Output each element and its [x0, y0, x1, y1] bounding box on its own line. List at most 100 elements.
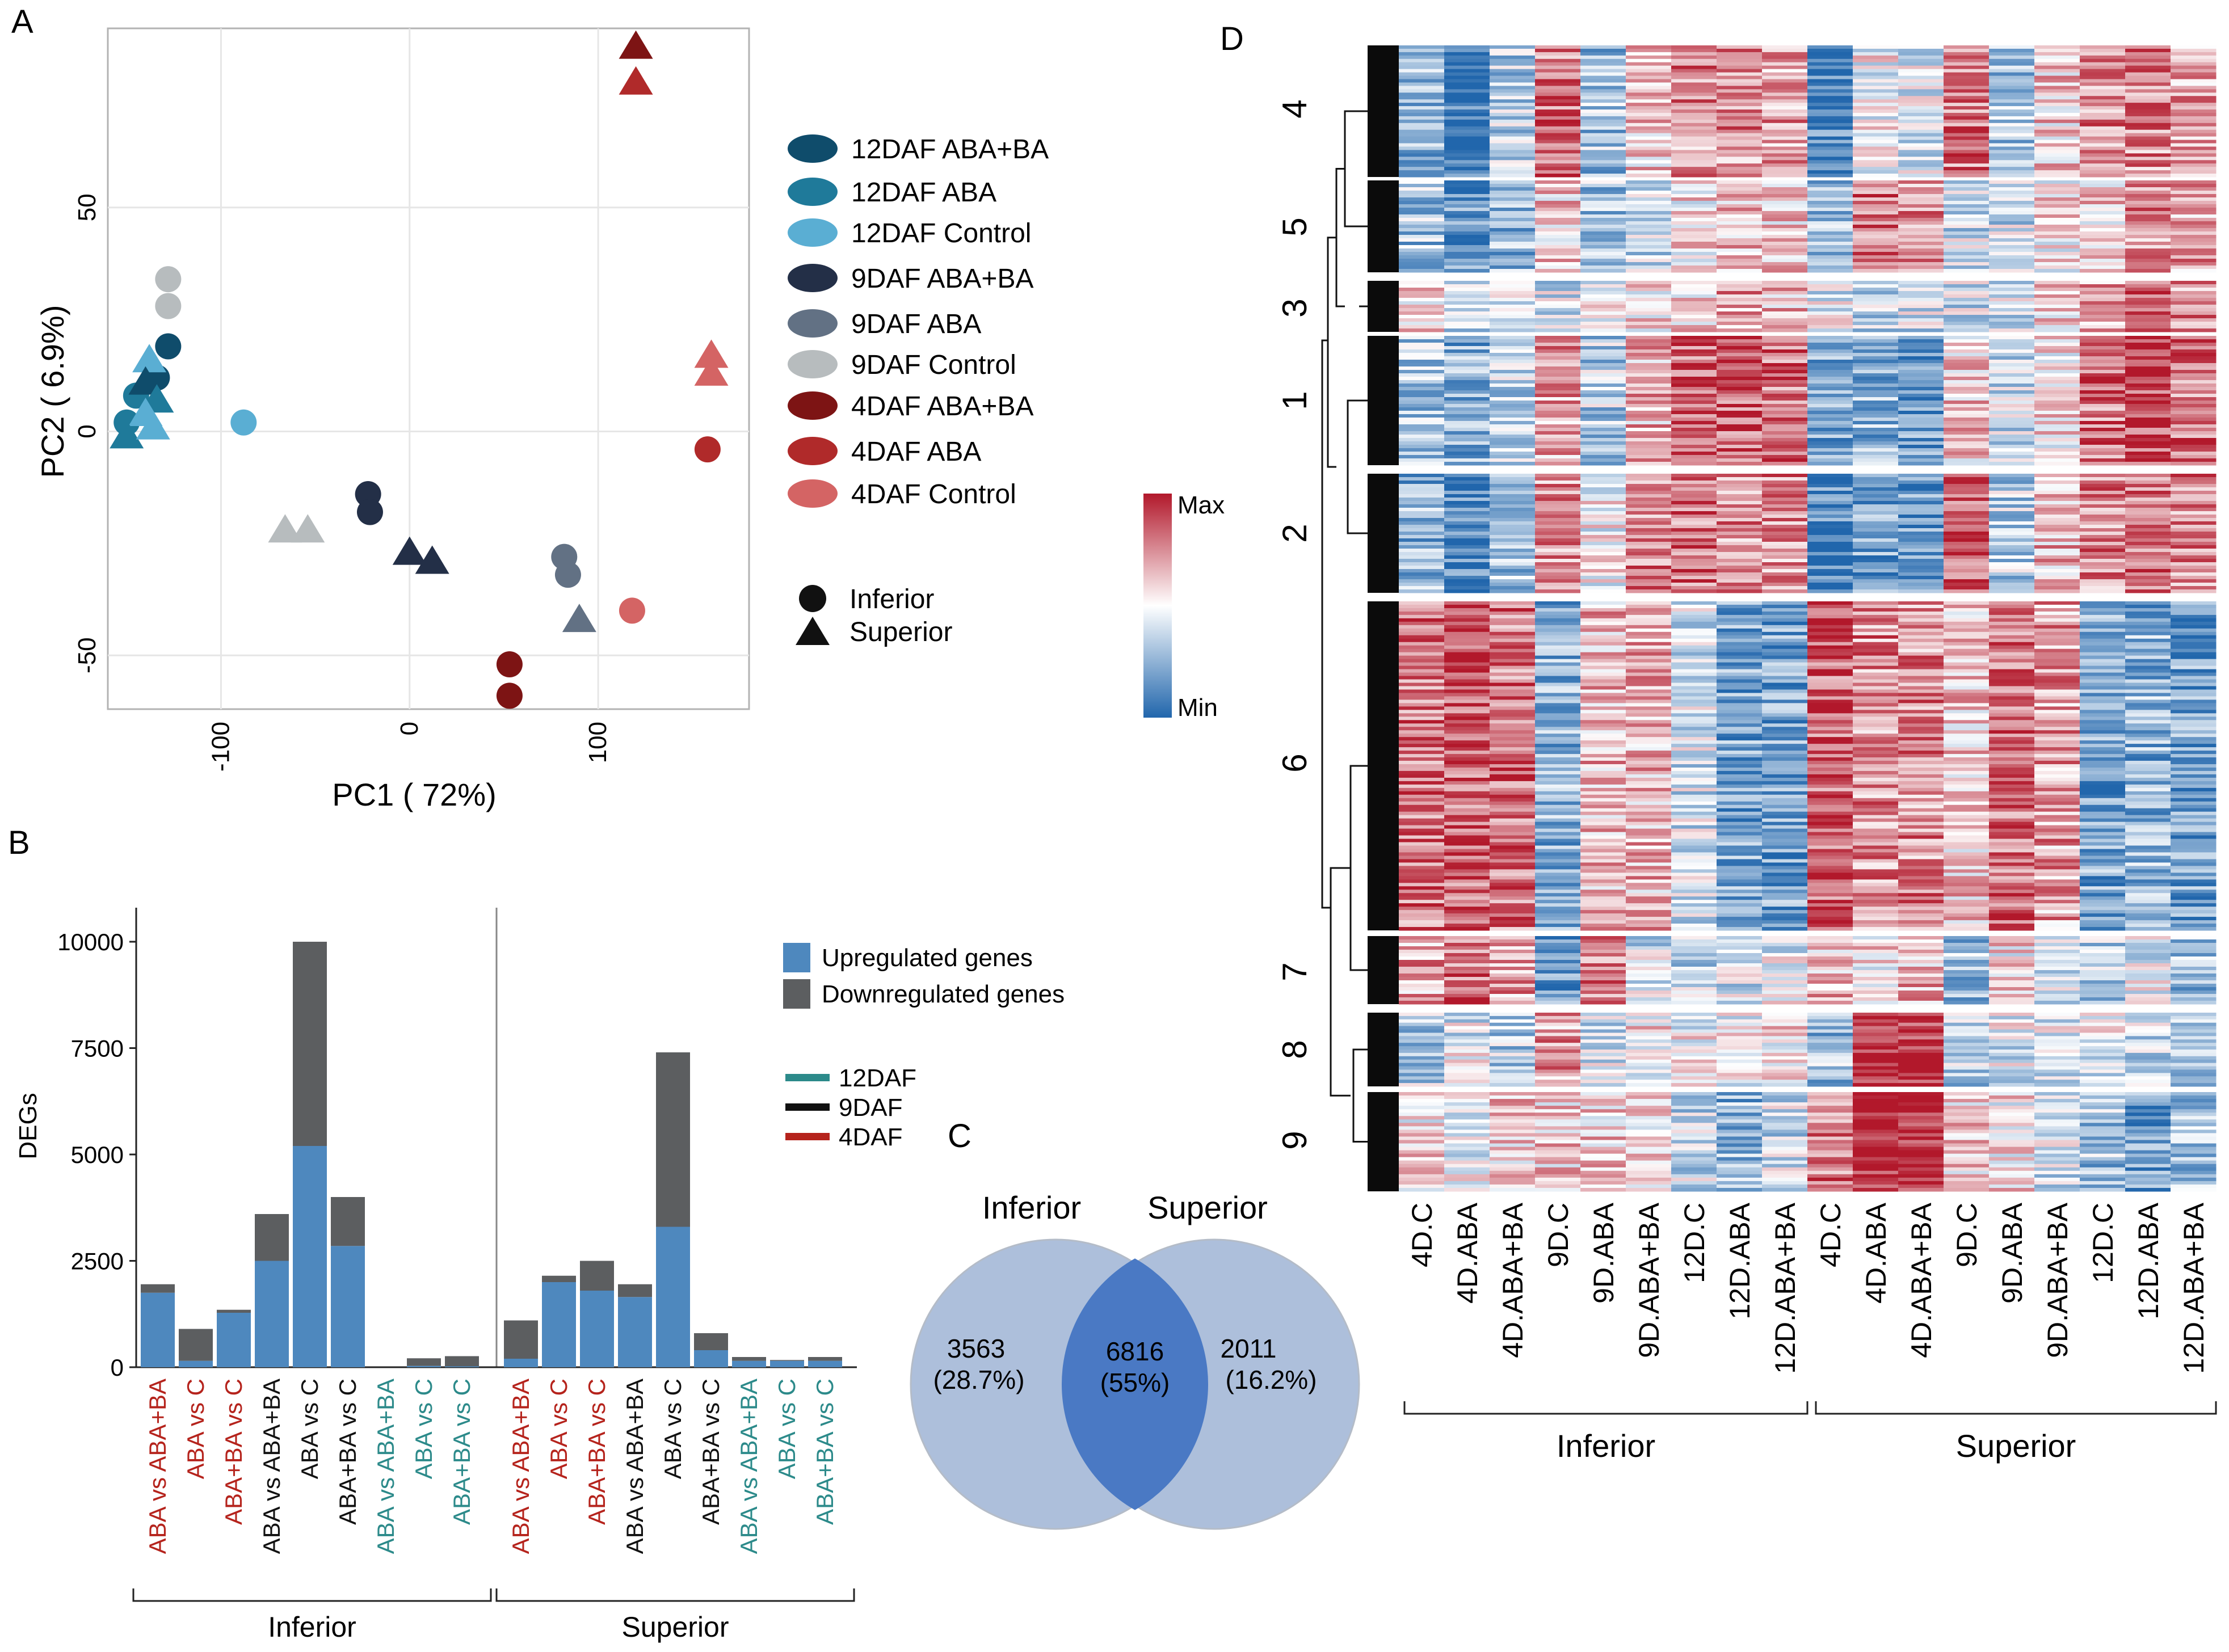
heatmap-strip [2125, 859, 2171, 863]
heatmap-strip [2171, 845, 2217, 849]
heatmap-strip [1717, 211, 1763, 215]
heatmap-strip [1490, 845, 1536, 849]
heatmap-strip [1762, 174, 1808, 178]
heatmap-strip [2171, 487, 2217, 491]
heatmap-strip [2080, 228, 2126, 232]
heatmap-strip [1717, 808, 1763, 812]
heatmap-strip [2125, 693, 2171, 697]
heatmap-strip [1989, 82, 2035, 86]
heatmap-strip [1898, 638, 1944, 643]
heatmap-strip [2125, 504, 2171, 508]
heatmap-strip [1807, 808, 1853, 812]
heatmap-strip [1853, 920, 1899, 924]
heatmap-strip [1989, 194, 2035, 198]
heatmap-strip [2034, 133, 2080, 137]
heatmap-strip [1535, 787, 1581, 792]
heatmap-strip [1762, 511, 1808, 515]
heatmap-strip [1989, 69, 2035, 73]
heatmap-strip [1535, 997, 1581, 1001]
heatmap-strip [2171, 377, 2217, 381]
heatmap-strip [1762, 614, 1808, 619]
heatmap-strip [1762, 129, 1808, 134]
heatmap-strip [2171, 751, 2217, 755]
heatmap-strip [2034, 876, 2080, 880]
heatmap-strip [1944, 924, 1990, 928]
heatmap-strip [1444, 842, 1490, 846]
heatmap-strip [1399, 818, 1445, 823]
heatmap-strip [1671, 208, 1717, 212]
heatmap-strip [2080, 187, 2126, 191]
heatmap-strip [2034, 608, 2080, 612]
heatmap-strip [2125, 764, 2171, 768]
heatmap-strip [2080, 294, 2126, 298]
heatmap-strip [1444, 401, 1490, 404]
heatmap-strip [1762, 883, 1808, 887]
heatmap-strip [1535, 349, 1581, 353]
heatmap-strip [2034, 787, 2080, 792]
heatmap-strip [1444, 569, 1490, 573]
heatmap-strip [1444, 984, 1490, 988]
heatmap-strip [1807, 791, 1853, 795]
heatmap-strip [2125, 126, 2171, 130]
heatmap-strip [1535, 669, 1581, 673]
heatmap-strip [1535, 562, 1581, 566]
heatmap-cell [2171, 180, 2217, 273]
heatmap-strip [1717, 106, 1763, 110]
heatmap-strip [2080, 301, 2126, 305]
heatmap-strip [2080, 218, 2126, 222]
heatmap-strip [2125, 734, 2171, 738]
heatmap-strip [1580, 211, 1626, 215]
heatmap-strip [1898, 910, 1944, 914]
heatmap-strip [1671, 298, 1717, 302]
heatmap-strip [1944, 859, 1990, 863]
heatmap-strip [1944, 917, 1990, 921]
heatmap-strip [2034, 784, 2080, 789]
heatmap-strip [1490, 859, 1536, 863]
heatmap-strip [1898, 852, 1944, 856]
heatmap-strip [2080, 225, 2126, 229]
heatmap-strip [2034, 305, 2080, 309]
heatmap-strip [2080, 325, 2126, 329]
heatmap-strip [1807, 353, 1853, 357]
heatmap-strip [1989, 311, 2035, 315]
heatmap-strip [1944, 589, 1990, 593]
heatmap-strip [2171, 876, 2217, 880]
heatmap-strip [1399, 927, 1445, 931]
heatmap-strip [1626, 699, 1672, 703]
heatmap-strip [2125, 811, 2171, 816]
heatmap-strip [1989, 163, 2035, 167]
heatmap-strip [1444, 477, 1490, 481]
heatmap-strip [2171, 45, 2217, 49]
heatmap-strip [2125, 896, 2171, 900]
heatmap-strip [2034, 184, 2080, 188]
heatmap-strip [1444, 180, 1490, 184]
heatmap-strip [1626, 939, 1672, 943]
heatmap-strip [2125, 377, 2171, 381]
heatmap-strip [1399, 552, 1445, 556]
heatmap-strip [1580, 238, 1626, 242]
heatmap-strip [1580, 167, 1626, 171]
heatmap-strip [2171, 401, 2217, 404]
heatmap-strip [1626, 970, 1672, 974]
heatmap-strip [1626, 665, 1672, 670]
heatmap-strip [1989, 501, 2035, 505]
heatmap-strip [1898, 859, 1944, 863]
heatmap-strip [1762, 913, 1808, 917]
heatmap-strip [2080, 255, 2126, 259]
heatmap-strip [1717, 751, 1763, 755]
heatmap-strip [1444, 231, 1490, 235]
heatmap-strip [1535, 235, 1581, 239]
heatmap-strip [1671, 818, 1717, 823]
heatmap-strip [1762, 284, 1808, 288]
heatmap-strip [2125, 438, 2171, 442]
heatmap-strip [1444, 211, 1490, 215]
heatmap-strip [2125, 252, 2171, 256]
heatmap-strip [1717, 528, 1763, 532]
heatmap-strip [1717, 146, 1763, 150]
heatmap-strip [1717, 252, 1763, 256]
heatmap-strip [2034, 535, 2080, 539]
heatmap-strip [2080, 638, 2126, 643]
heatmap-strip [1626, 618, 1672, 622]
heatmap-strip [1807, 438, 1853, 442]
